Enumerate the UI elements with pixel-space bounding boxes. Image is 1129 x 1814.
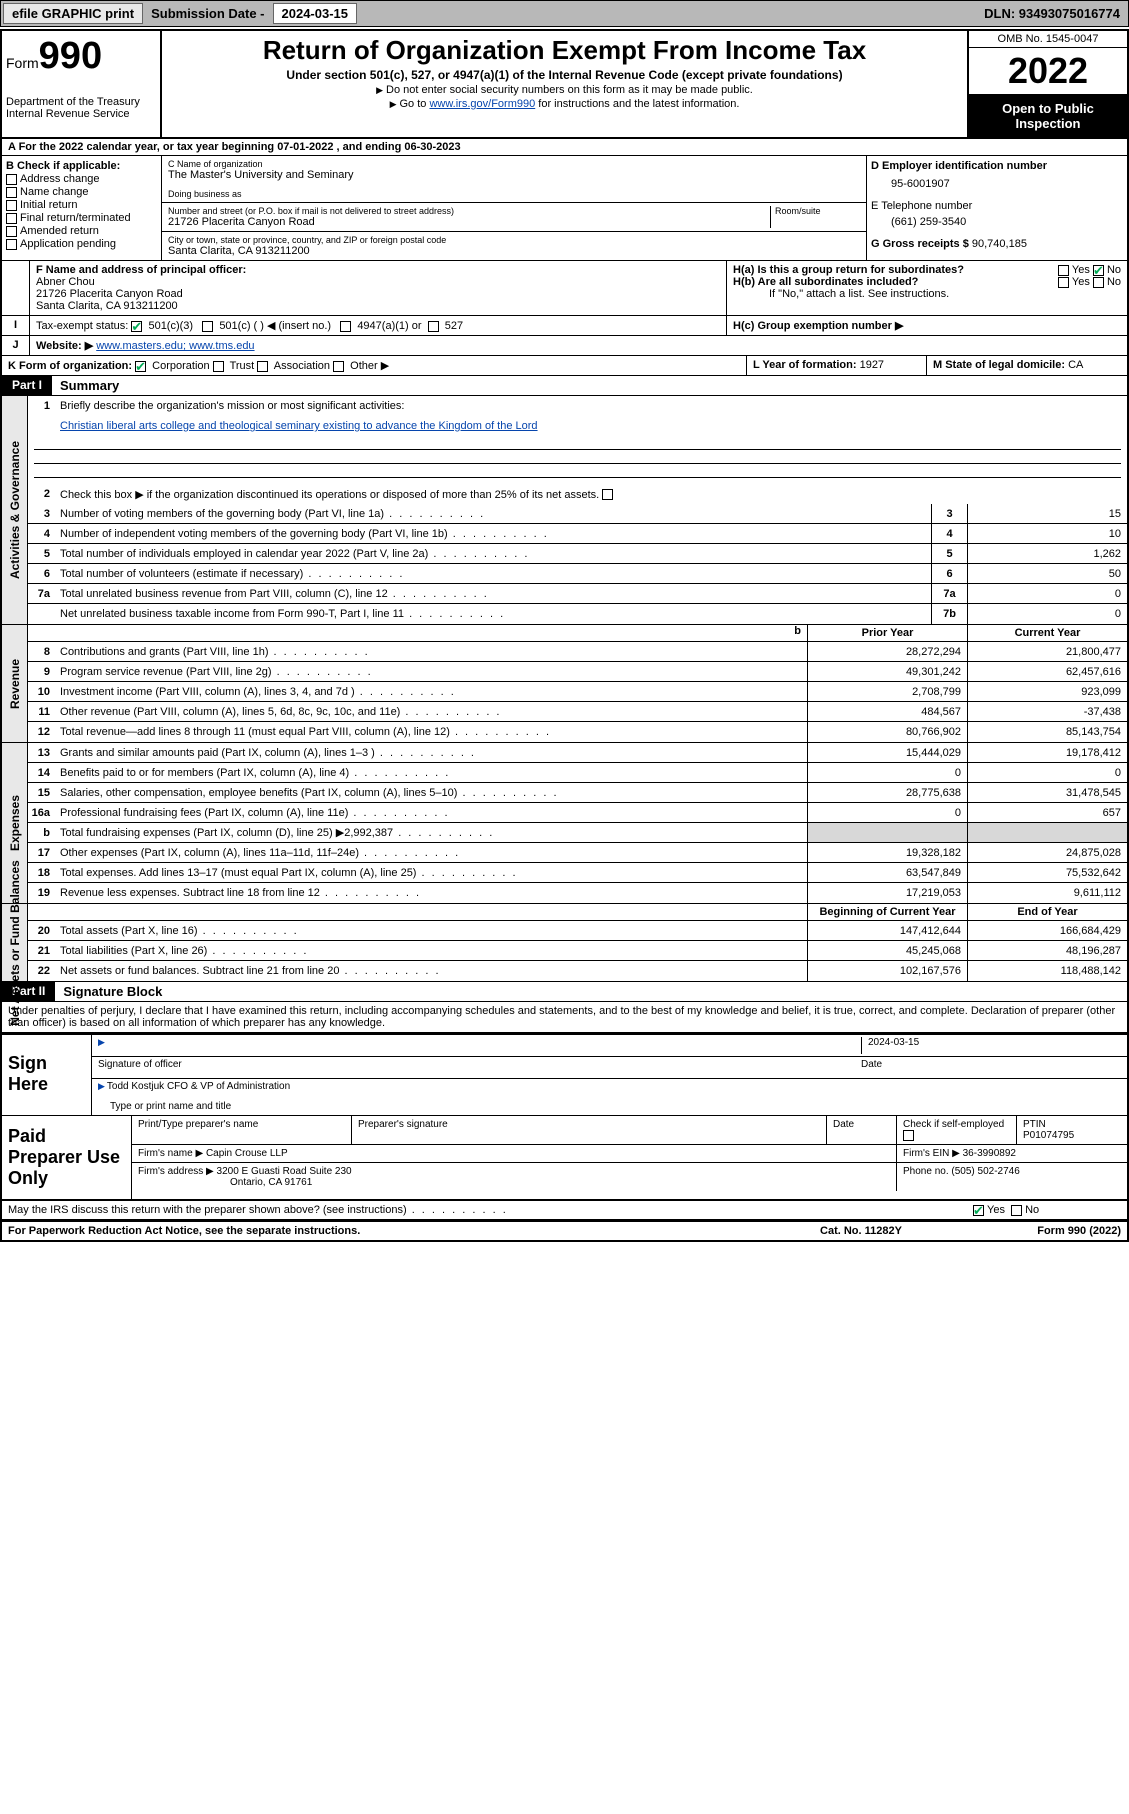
form-header: Form990 Department of the Treasury Inter… — [2, 31, 1127, 139]
ein-label: D Employer identification number — [871, 160, 1123, 172]
officer-name: Abner Chou — [36, 276, 720, 288]
dln: DLN: 93493075016774 — [976, 4, 1128, 23]
form-990: Form990 Department of the Treasury Inter… — [0, 29, 1129, 1242]
h-a: H(a) Is this a group return for subordin… — [733, 264, 1121, 276]
chk-hb-yes[interactable] — [1058, 277, 1069, 288]
omb-number: OMB No. 1545-0047 — [969, 31, 1127, 48]
col-b-checkboxes: B Check if applicable: Address change Na… — [2, 156, 162, 260]
chk-self-employed[interactable] — [903, 1130, 914, 1141]
form-number: Form990 — [6, 35, 156, 78]
phone-value: (661) 259-3540 — [871, 212, 1123, 238]
chk-name-change[interactable] — [6, 187, 17, 198]
part-1-header: Part I Summary — [2, 376, 1127, 396]
part1-revenue: Revenue bPrior YearCurrent Year 8Contrib… — [2, 625, 1127, 743]
row-j: J Website: ▶ www.masters.edu; www.tms.ed… — [2, 336, 1127, 356]
row-f-h: F Name and address of principal officer:… — [2, 261, 1127, 316]
row-a-tax-year: A For the 2022 calendar year, or tax yea… — [2, 139, 1127, 156]
paid-preparer-block: Paid Preparer Use Only Print/Type prepar… — [2, 1116, 1127, 1201]
firm-phone: (505) 502-2746 — [951, 1166, 1019, 1177]
date-label: Date — [861, 1059, 1121, 1076]
sig-date: 2024-03-15 — [861, 1037, 1121, 1054]
submission-date-value: 2024-03-15 — [273, 3, 358, 24]
ptin-value: P01074795 — [1023, 1130, 1121, 1141]
city-label: City or town, state or province, country… — [168, 235, 860, 245]
part-2-header: Part II Signature Block — [2, 982, 1127, 1002]
form-footer: For Paperwork Reduction Act Notice, see … — [2, 1221, 1127, 1240]
chk-discontinued[interactable] — [602, 489, 613, 500]
part1-net-assets: Net Assets or Fund Balances Beginning of… — [2, 904, 1127, 982]
part1-activities-governance: Activities & Governance 1Briefly describ… — [2, 396, 1127, 625]
self-employed: Check if self-employed — [897, 1116, 1017, 1144]
perjury-statement: Under penalties of perjury, I declare th… — [2, 1002, 1127, 1033]
row-i-j-hc: I Tax-exempt status: 501(c)(3) 501(c) ( … — [2, 316, 1127, 336]
chk-trust[interactable] — [213, 361, 224, 372]
chk-initial-return[interactable] — [6, 200, 17, 211]
officer-label: F Name and address of principal officer: — [36, 264, 720, 276]
ein-value: 95-6001907 — [871, 172, 1123, 200]
form-title: Return of Organization Exempt From Incom… — [170, 35, 959, 66]
efile-print-button[interactable]: efile GRAPHIC print — [3, 3, 143, 24]
org-name: The Master's University and Seminary — [168, 169, 860, 181]
type-name-label: Type or print name and title — [92, 1101, 1127, 1115]
irs-label: Internal Revenue Service — [6, 108, 156, 120]
part1-expenses: Expenses 13Grants and similar amounts pa… — [2, 743, 1127, 904]
h-c: H(c) Group exemption number ▶ — [727, 316, 1127, 335]
prep-date-label: Date — [827, 1116, 897, 1144]
firm-name: Capin Crouse LLP — [206, 1148, 288, 1159]
firm-addr2: Ontario, CA 91761 — [138, 1177, 890, 1188]
room-suite-label: Room/suite — [775, 206, 860, 216]
open-to-public: Open to Public Inspection — [969, 95, 1127, 137]
chk-address-change[interactable] — [6, 174, 17, 185]
sig-officer-label: Signature of officer — [98, 1059, 861, 1076]
dba-label: Doing business as — [168, 189, 860, 199]
phone-label: E Telephone number — [871, 200, 1123, 212]
discuss-row: May the IRS discuss this return with the… — [2, 1201, 1127, 1221]
instr-link-row: Go to www.irs.gov/Form990 for instructio… — [170, 98, 959, 110]
website-link[interactable]: www.masters.edu; www.tms.edu — [96, 340, 254, 352]
chk-final-return[interactable] — [6, 213, 17, 224]
chk-hb-no[interactable] — [1093, 277, 1104, 288]
chk-application-pending[interactable] — [6, 239, 17, 250]
officer-addr2: Santa Clarita, CA 913211200 — [36, 300, 720, 312]
irs-form990-link[interactable]: www.irs.gov/Form990 — [429, 98, 535, 110]
org-name-label: C Name of organization — [168, 159, 860, 169]
h-b-note: If "No," attach a list. See instructions… — [733, 288, 1121, 300]
chk-other[interactable] — [333, 361, 344, 372]
mission-text[interactable]: Christian liberal arts college and theol… — [60, 420, 538, 432]
chk-ha-no[interactable] — [1093, 265, 1104, 276]
chk-assoc[interactable] — [257, 361, 268, 372]
top-bar: efile GRAPHIC print Submission Date - 20… — [0, 0, 1129, 27]
preparer-sig-label: Preparer's signature — [352, 1116, 827, 1144]
chk-corp[interactable] — [135, 361, 146, 372]
chk-discuss-no[interactable] — [1011, 1205, 1022, 1216]
officer-typed-name: Todd Kostjuk CFO & VP of Administration — [107, 1081, 290, 1092]
tax-year: 2022 — [969, 48, 1127, 95]
chk-discuss-yes[interactable] — [973, 1205, 984, 1216]
sign-here-block: Sign Here 2024-03-15 Signature of office… — [2, 1033, 1127, 1116]
instr-ssn: Do not enter social security numbers on … — [170, 84, 959, 96]
section-b-c-d: B Check if applicable: Address change Na… — [2, 156, 1127, 261]
row-k-l-m: K Form of organization: Corporation Trus… — [2, 356, 1127, 376]
officer-addr1: 21726 Placerita Canyon Road — [36, 288, 720, 300]
firm-ein: 36-3990892 — [963, 1148, 1016, 1159]
city-state-zip: Santa Clarita, CA 913211200 — [168, 245, 860, 257]
chk-4947[interactable] — [340, 321, 351, 332]
street-address: 21726 Placerita Canyon Road — [168, 216, 770, 228]
h-b: H(b) Are all subordinates included? Yes … — [733, 276, 1121, 288]
dept-treasury: Department of the Treasury — [6, 96, 156, 108]
gross-receipts: G Gross receipts $ 90,740,185 — [871, 238, 1123, 250]
form-subtitle: Under section 501(c), 527, or 4947(a)(1)… — [170, 68, 959, 82]
submission-date-label: Submission Date - — [145, 4, 270, 23]
chk-amended-return[interactable] — [6, 226, 17, 237]
firm-addr1: 3200 E Guasti Road Suite 230 — [217, 1166, 352, 1177]
chk-527[interactable] — [428, 321, 439, 332]
chk-501c3[interactable] — [131, 321, 142, 332]
chk-501c[interactable] — [202, 321, 213, 332]
chk-ha-yes[interactable] — [1058, 265, 1069, 276]
street-label: Number and street (or P.O. box if mail i… — [168, 206, 770, 216]
preparer-name-label: Print/Type preparer's name — [132, 1116, 352, 1144]
